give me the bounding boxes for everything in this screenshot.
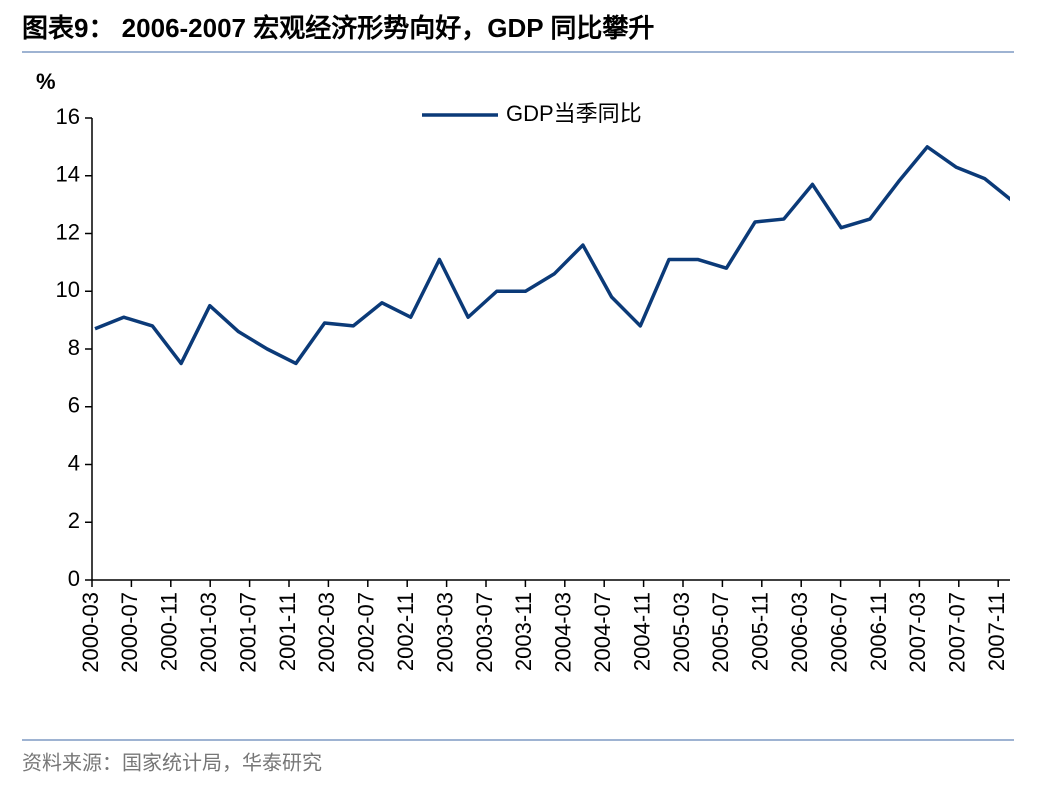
x-tick-label: 2004-07: [590, 592, 615, 673]
y-tick-label: 0: [68, 566, 80, 591]
x-tick-label: 2000-03: [78, 592, 103, 673]
y-tick-label: 10: [56, 277, 80, 302]
x-tick-label: 2006-07: [826, 592, 851, 673]
legend-label: GDP当季同比: [506, 101, 642, 126]
y-tick-label: 12: [56, 219, 80, 244]
data-line: [94, 145, 1010, 366]
y-tick-label: 4: [68, 450, 80, 475]
x-tick-label: 2002-11: [393, 592, 418, 671]
x-tick-label: 2006-11: [866, 592, 891, 671]
x-tick-label: 2003-07: [472, 592, 497, 673]
x-tick-label: 2003-11: [511, 592, 536, 671]
x-tick-label: 2001-03: [196, 592, 221, 673]
x-tick-label: 2006-03: [787, 592, 812, 673]
x-tick-label: 2004-11: [629, 592, 654, 671]
y-tick-label: 14: [56, 162, 80, 187]
x-tick-label: 2003-03: [432, 592, 457, 673]
source: 资料来源：国家统计局，华泰研究: [22, 751, 322, 774]
x-tick-label: 2002-07: [354, 592, 379, 673]
x-tick-label: 2001-11: [275, 592, 300, 671]
x-tick-label: 2000-11: [157, 592, 182, 671]
chart-title: 图表9： 2006-2007 宏观经济形势向好，GDP 同比攀升: [22, 13, 654, 43]
x-tick-label: 2007-11: [984, 592, 1009, 671]
x-tick-label: 2005-07: [708, 592, 733, 673]
x-tick-label: 2005-11: [748, 592, 773, 671]
x-tick-label: 2002-03: [314, 592, 339, 673]
x-tick-label: 2005-03: [669, 592, 694, 673]
x-tick-label: 2000-07: [117, 592, 142, 673]
y-tick-label: 6: [68, 393, 80, 418]
y-tick-label: 16: [56, 104, 80, 129]
y-axis-label: %: [36, 69, 56, 94]
x-tick-label: 2007-03: [905, 592, 930, 673]
x-tick-label: 2001-07: [235, 592, 260, 673]
x-tick-label: 2007-07: [945, 592, 970, 673]
y-tick-label: 8: [68, 335, 80, 360]
x-tick-label: 2004-03: [551, 592, 576, 673]
plot-area: [94, 145, 1010, 366]
y-tick-label: 2: [68, 508, 80, 533]
